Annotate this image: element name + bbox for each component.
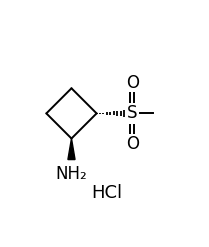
Polygon shape (68, 139, 75, 160)
Text: HCl: HCl (92, 184, 123, 202)
Text: S: S (127, 104, 138, 123)
Text: NH₂: NH₂ (56, 165, 87, 183)
Text: O: O (126, 135, 139, 153)
Text: O: O (126, 74, 139, 92)
